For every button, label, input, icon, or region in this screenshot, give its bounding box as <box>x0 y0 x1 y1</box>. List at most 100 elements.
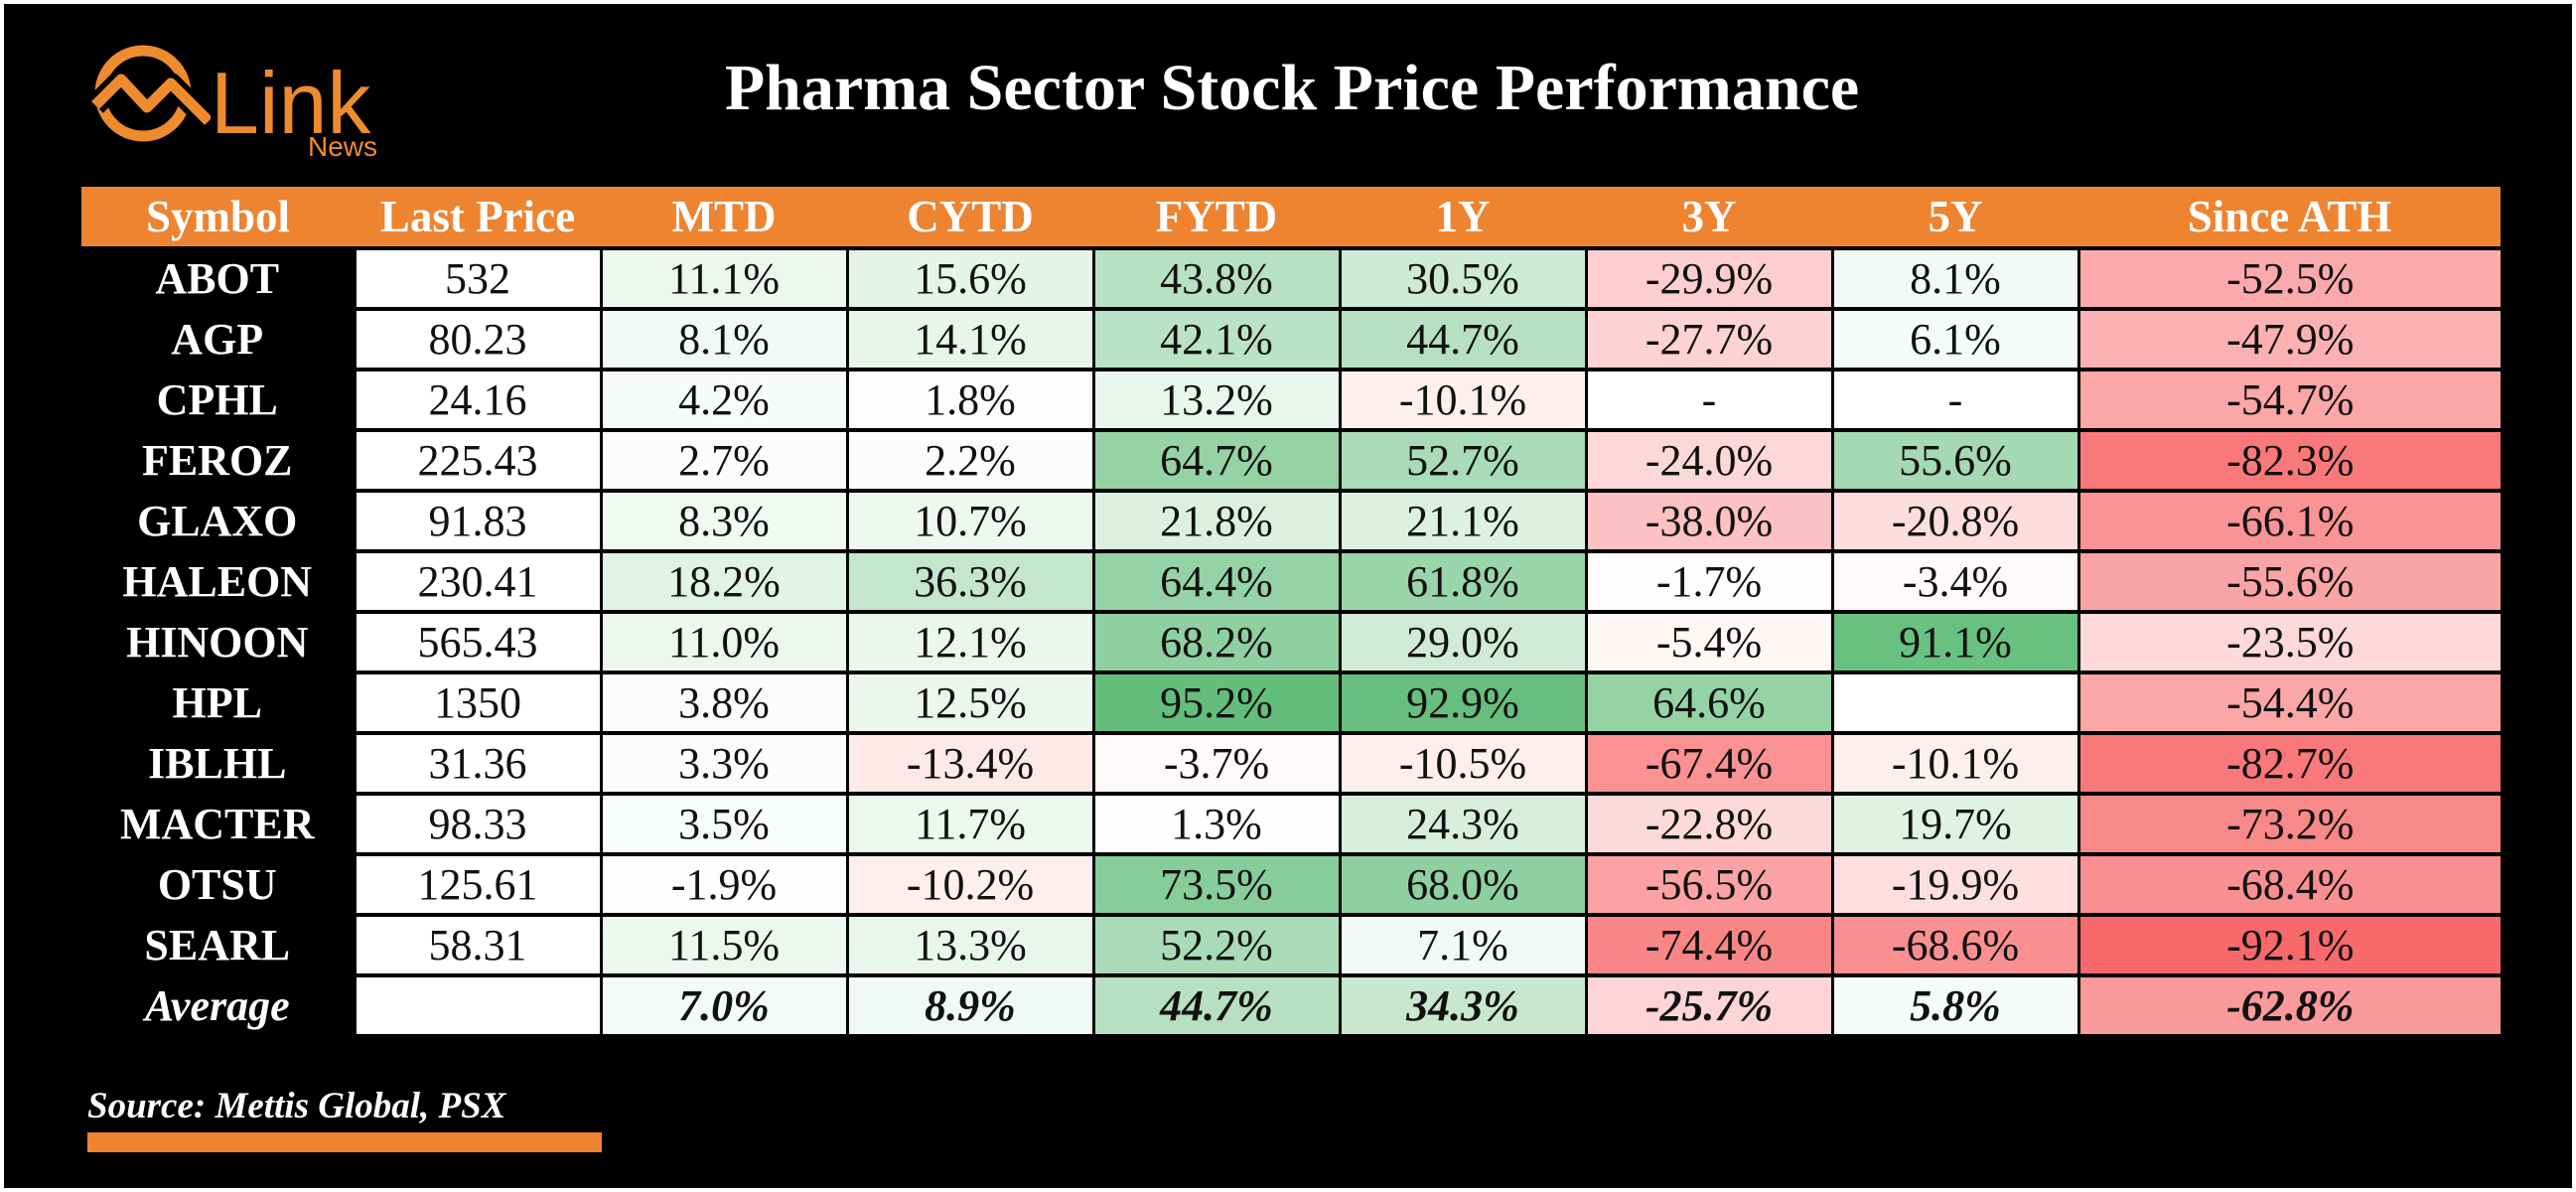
return-cell: 44.7% <box>1091 973 1340 1034</box>
return-cell: 15.6% <box>845 246 1093 309</box>
last-price-cell: 1350 <box>353 670 601 733</box>
table-row: OTSU 125.61 -1.9% -10.2% 73.5% 68.0% -56.5% -19… <box>81 852 2501 915</box>
return-cell: 1.3% <box>1091 792 1340 854</box>
return-cell: -54.7% <box>2076 368 2501 430</box>
return-cell: -27.7% <box>1584 307 1832 370</box>
return-cell: 52.2% <box>1091 913 1340 975</box>
return-cell: 7.0% <box>599 973 847 1034</box>
return-cell: -10.1% <box>1830 731 2078 794</box>
return-cell: -1.7% <box>1584 549 1832 612</box>
return-cell: 64.7% <box>1091 428 1340 491</box>
last-price-cell: 565.43 <box>353 610 601 672</box>
return-cell: -25.7% <box>1584 973 1832 1034</box>
return-cell: -73.2% <box>2076 792 2501 854</box>
return-cell: -3.7% <box>1091 731 1340 794</box>
column-header: 5Y <box>1832 187 2078 248</box>
return-cell: 34.3% <box>1338 973 1586 1034</box>
return-cell: 1.8% <box>845 368 1093 430</box>
return-cell: -52.5% <box>2076 246 2501 309</box>
return-cell: 91.1% <box>1830 610 2078 672</box>
return-cell: 61.8% <box>1338 549 1586 612</box>
return-cell: -19.9% <box>1830 852 2078 915</box>
return-cell: -22.8% <box>1584 792 1832 854</box>
return-cell: 14.1% <box>845 307 1093 370</box>
link-logo-icon <box>91 45 211 142</box>
last-price-cell: 91.83 <box>353 489 601 551</box>
return-cell: 2.2% <box>845 428 1093 491</box>
return-cell: -10.5% <box>1338 731 1586 794</box>
return-cell: -67.4% <box>1584 731 1832 794</box>
return-cell: 55.6% <box>1830 428 2078 491</box>
return-cell: -5.4% <box>1584 610 1832 672</box>
return-cell: -55.6% <box>2076 549 2501 612</box>
symbol-cell: ABOT <box>81 246 355 309</box>
return-cell: 8.1% <box>1830 246 2078 309</box>
return-cell: -47.9% <box>2076 307 2501 370</box>
table-row: HINOON 565.43 11.0% 12.1% 68.2% 29.0% -5.4% 91.… <box>81 610 2501 672</box>
performance-table: Symbol Last Price MTD CYTD FYTD 1Y 3Y 5Y Since A… <box>81 187 2501 1034</box>
last-price-cell: 230.41 <box>353 549 601 612</box>
symbol-cell: MACTER <box>81 792 355 854</box>
symbol-cell: AGP <box>81 307 355 370</box>
last-price-cell: 125.61 <box>353 852 601 915</box>
return-cell: -82.3% <box>2076 428 2501 491</box>
return-cell: -10.2% <box>845 852 1093 915</box>
last-price-cell: 58.31 <box>353 913 601 975</box>
return-cell: - <box>1830 368 2078 430</box>
chart-title: Pharma Sector Stock Price Performance <box>724 52 1860 124</box>
link-news-logo: Link News <box>91 34 419 163</box>
return-cell: 64.6% <box>1584 670 1832 733</box>
table-row: AGP 80.23 8.1% 14.1% 42.1% 44.7% -27.7% 6.1% -47… <box>81 307 2501 370</box>
return-cell: 13.2% <box>1091 368 1340 430</box>
return-cell: -29.9% <box>1584 246 1832 309</box>
return-cell: 68.2% <box>1091 610 1340 672</box>
table-header-row: Symbol Last Price MTD CYTD FYTD 1Y 3Y 5Y Since A… <box>81 187 2501 248</box>
last-price-cell: 225.43 <box>353 428 601 491</box>
return-cell: 21.8% <box>1091 489 1340 551</box>
infographic-frame: Link News Pharma Sector Stock Price Perf… <box>4 4 2572 1188</box>
return-cell: 73.5% <box>1091 852 1340 915</box>
return-cell: -66.1% <box>2076 489 2501 551</box>
symbol-cell: HALEON <box>81 549 355 612</box>
return-cell: -56.5% <box>1584 852 1832 915</box>
last-price-cell <box>353 973 601 1034</box>
column-header: MTD <box>601 187 847 248</box>
return-cell: -23.5% <box>2076 610 2501 672</box>
return-cell: -82.7% <box>2076 731 2501 794</box>
return-cell: -54.4% <box>2076 670 2501 733</box>
return-cell: 12.5% <box>845 670 1093 733</box>
column-header: CYTD <box>847 187 1093 248</box>
table-row: IBLHL 31.36 3.3% -13.4% -3.7% -10.5% -67.4% -10… <box>81 731 2501 794</box>
last-price-cell: 31.36 <box>353 731 601 794</box>
return-cell: 5.8% <box>1830 973 2078 1034</box>
return-cell: 3.3% <box>599 731 847 794</box>
table-row: SEARL 58.31 11.5% 13.3% 52.2% 7.1% -74.4% -68.6… <box>81 913 2501 975</box>
return-cell: -62.8% <box>2076 973 2501 1034</box>
table-row: MACTER 98.33 3.5% 11.7% 1.3% 24.3% -22.8% 19.7%… <box>81 792 2501 854</box>
average-row: Average 7.0% 8.9% 44.7% 34.3% -25.7% 5.8% -62.8… <box>81 973 2501 1034</box>
return-cell: 10.7% <box>845 489 1093 551</box>
return-cell: -74.4% <box>1584 913 1832 975</box>
last-price-cell: 532 <box>353 246 601 309</box>
symbol-cell: HINOON <box>81 610 355 672</box>
return-cell: 8.1% <box>599 307 847 370</box>
average-label: Average <box>81 973 355 1034</box>
table-body: ABOT 532 11.1% 15.6% 43.8% 30.5% -29.9% 8.1% -52… <box>81 246 2501 1034</box>
return-cell: 19.7% <box>1830 792 2078 854</box>
return-cell: -10.1% <box>1338 368 1586 430</box>
return-cell: 6.1% <box>1830 307 2078 370</box>
return-cell: 52.7% <box>1338 428 1586 491</box>
return-cell: 2.7% <box>599 428 847 491</box>
return-cell: -20.8% <box>1830 489 2078 551</box>
return-cell: 42.1% <box>1091 307 1340 370</box>
return-cell: 18.2% <box>599 549 847 612</box>
column-header: Since ATH <box>2078 187 2501 248</box>
symbol-cell: GLAXO <box>81 489 355 551</box>
return-cell: 12.1% <box>845 610 1093 672</box>
symbol-cell: FEROZ <box>81 428 355 491</box>
return-cell: -68.6% <box>1830 913 2078 975</box>
return-cell: 29.0% <box>1338 610 1586 672</box>
column-header: Last Price <box>355 187 601 248</box>
return-cell: 3.5% <box>599 792 847 854</box>
return-cell: 8.9% <box>845 973 1093 1034</box>
